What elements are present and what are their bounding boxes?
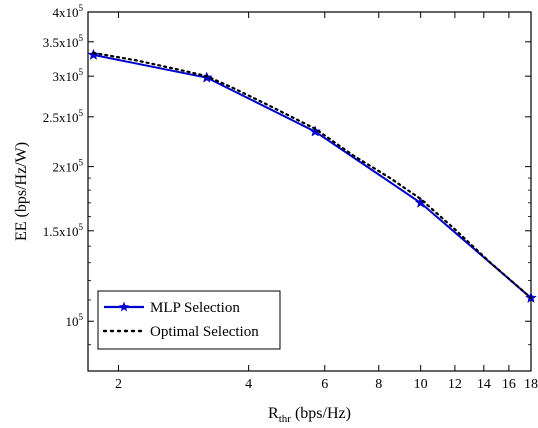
plot-area: 2 4 6 8 10 12 14 16 18 105 1.5x105 2x105 2.5x105 3x10… xyxy=(13,3,538,425)
x-tick-label: 8 xyxy=(375,377,382,392)
x-axis-label: Rthr (bps/Hz) xyxy=(268,405,351,425)
legend-label-1: Optimal Selection xyxy=(150,324,259,340)
x-tick-label: 6 xyxy=(321,377,328,392)
y-tick-label: 3x105 xyxy=(53,67,84,84)
y-tick-label: 105 xyxy=(66,312,84,329)
x-tick-label: 18 xyxy=(524,377,538,392)
series-point-marker xyxy=(309,125,322,137)
series-line-0 xyxy=(93,53,532,299)
y-axis-label: EE (bps/Hz/W) xyxy=(13,142,30,241)
x-tick-label: 12 xyxy=(448,377,462,392)
y-tick-label: 1.5x105 xyxy=(43,222,84,239)
y-tick-label: 4x105 xyxy=(53,3,84,20)
y-tick-label: 2x105 xyxy=(53,158,84,175)
series-point-marker xyxy=(87,48,100,60)
x-tick-label: 4 xyxy=(245,377,252,392)
plot-frame xyxy=(87,11,532,372)
x-tick-label: 16 xyxy=(502,377,516,392)
legend-star-marker xyxy=(118,301,130,312)
legend: MLP Selection Optimal Selection xyxy=(97,290,281,350)
y-tick-label: 2.5x105 xyxy=(43,108,84,125)
x-tick-label: 14 xyxy=(477,377,491,392)
legend-label-0: MLP Selection xyxy=(150,300,240,316)
x-tick-label: 2 xyxy=(115,377,122,392)
legend-box xyxy=(97,290,281,350)
series-line-1 xyxy=(92,51,533,300)
y-tick-label: 3.5x105 xyxy=(43,33,84,50)
x-tick-label: 10 xyxy=(414,377,428,392)
